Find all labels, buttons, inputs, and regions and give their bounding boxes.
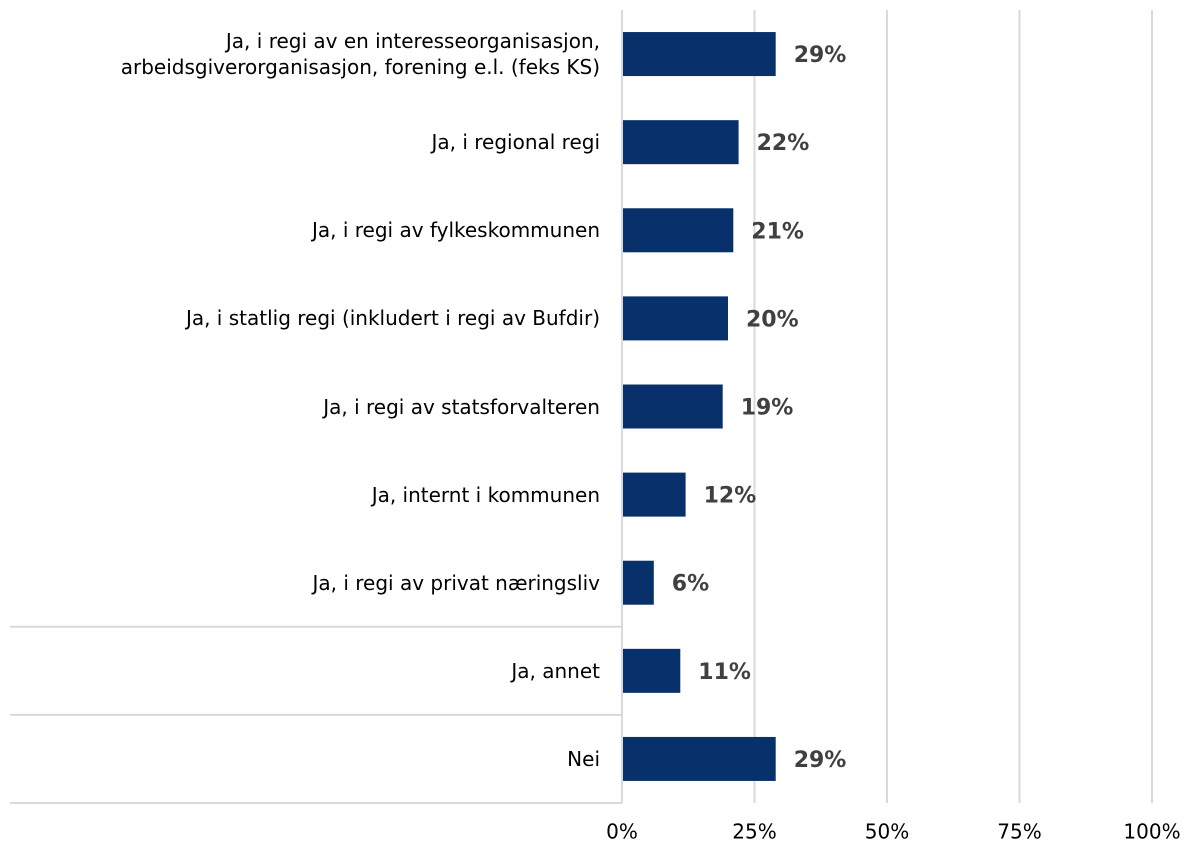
x-tick-label: 50% <box>865 820 909 843</box>
bar <box>622 120 739 165</box>
bar <box>622 32 776 77</box>
value-label: 21% <box>751 219 804 244</box>
bar <box>622 472 686 517</box>
bar <box>622 560 654 605</box>
x-tick-label: 0% <box>606 820 638 843</box>
category-label: Ja, i regional regi <box>431 130 600 155</box>
x-tick-label: 100% <box>1123 820 1180 843</box>
bar <box>622 648 681 693</box>
category-label: Ja, internt i kommunen <box>371 482 600 507</box>
value-label: 29% <box>794 43 847 68</box>
category-label: Ja, i regi av privat næringsliv <box>312 570 600 595</box>
category-label: Ja, i regi av fylkeskommunen <box>311 218 600 243</box>
bar <box>622 736 776 781</box>
category-label: Ja, i statlig regi (inkludert i regi av … <box>185 306 600 331</box>
x-tick-label: 25% <box>732 820 776 843</box>
bar <box>622 208 734 253</box>
bar <box>622 384 723 429</box>
value-label: 6% <box>672 572 709 597</box>
category-label: Ja, annet <box>511 658 600 683</box>
value-label: 29% <box>794 748 847 773</box>
category-label: Nei <box>567 746 600 771</box>
category-label: Ja, i regi av statsforvalteren <box>323 394 600 419</box>
value-label: 22% <box>757 131 810 156</box>
value-label: 12% <box>704 484 757 509</box>
value-label: 19% <box>741 396 794 421</box>
category-label: Ja, i regi av en interesseorganisasjon, … <box>120 29 600 80</box>
x-tick-label: 75% <box>997 820 1041 843</box>
value-label: 11% <box>698 660 751 685</box>
bar <box>622 296 728 341</box>
value-label: 20% <box>746 307 799 332</box>
